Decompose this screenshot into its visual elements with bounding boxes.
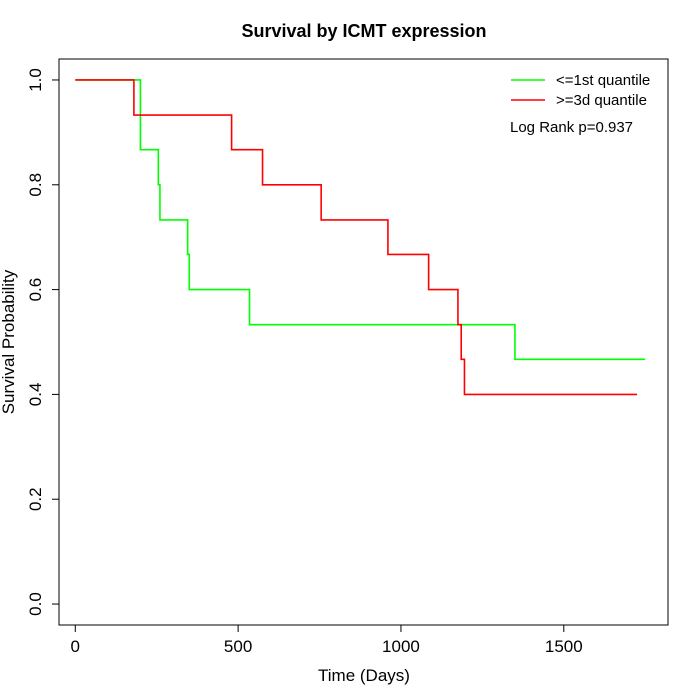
series-line-1 [75,79,638,396]
legend-label-1: >=3d quantile [556,92,647,109]
x-axis-label: Time (Days) [318,666,410,685]
x-tick-label: 1000 [382,637,420,656]
y-tick-label: 0.6 [26,278,45,302]
y-tick-label: 0.2 [26,487,45,511]
y-axis-label: Survival Probability [0,269,18,414]
x-tick-label: 1500 [545,637,583,656]
x-tick-label: 500 [224,637,252,656]
legend: <=1st quantile >=3d quantile [511,72,650,109]
legend-label-0: <=1st quantile [556,72,650,89]
y-axis: 0.0 0.2 0.4 0.6 0.8 1.0 [26,68,60,616]
x-axis: 0 500 1000 1500 [71,624,583,656]
x-tick-label: 0 [71,637,80,656]
y-tick-label: 0.4 [26,383,45,407]
series-layer [75,79,646,396]
y-tick-label: 1.0 [26,68,45,92]
plot-frame [58,58,669,626]
chart-title: Survival by ICMT expression [241,21,486,41]
log-rank-annotation: Log Rank p=0.937 [510,119,633,136]
y-tick-label: 0.0 [26,592,45,616]
series-line-0 [75,79,646,361]
y-tick-label: 0.8 [26,173,45,197]
